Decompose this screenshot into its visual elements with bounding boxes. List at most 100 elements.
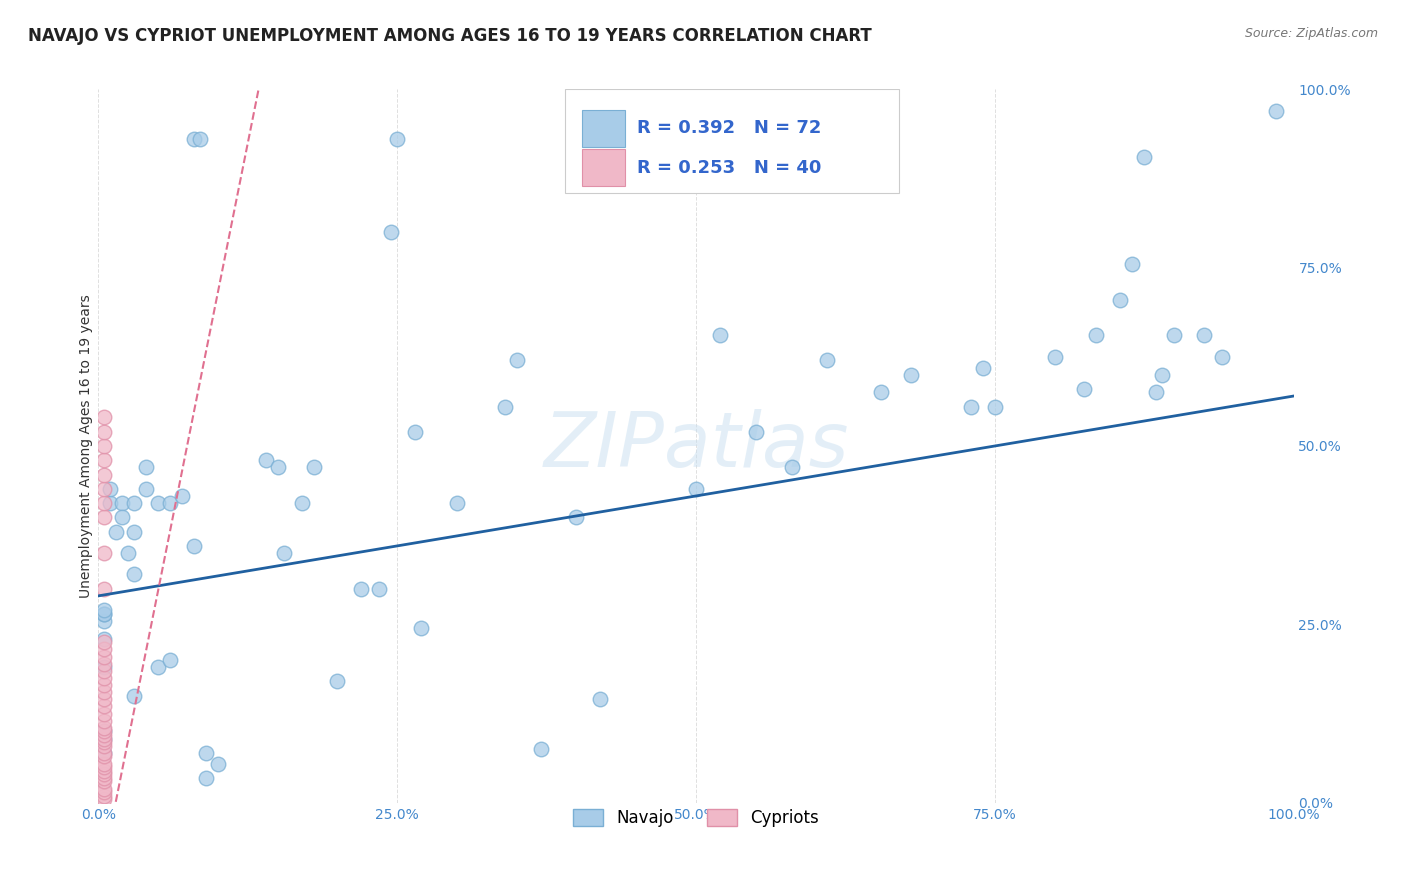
Point (93, 789, 115, 803)
Point (93, 714, 115, 728)
Point (93, 607, 115, 621)
Point (815, 353, 838, 368)
Point (93, 785, 115, 799)
Point (93, 649, 115, 664)
FancyBboxPatch shape (582, 110, 626, 147)
Point (267, 460, 290, 475)
Point (685, 482, 707, 496)
Point (93, 635, 115, 649)
Point (117, 546, 139, 560)
Point (1109, 293, 1132, 307)
Point (93, 771, 115, 785)
Point (93, 724, 115, 739)
Point (1043, 350, 1066, 364)
Point (93, 614, 115, 628)
Point (111, 510, 134, 524)
Point (1144, 385, 1167, 400)
Point (404, 425, 426, 439)
Point (1163, 328, 1185, 343)
Point (385, 132, 409, 146)
Point (93, 582, 115, 596)
Point (98, 482, 122, 496)
Text: ZIPatlas: ZIPatlas (543, 409, 849, 483)
Point (93, 692, 115, 706)
Point (93, 657, 115, 671)
Point (93, 632, 115, 646)
Point (93, 706, 115, 721)
Legend: Navajo, Cypriots: Navajo, Cypriots (567, 802, 825, 834)
Point (291, 496, 314, 510)
Point (368, 582, 391, 596)
Point (1211, 350, 1233, 364)
Point (93, 781, 115, 796)
Point (93, 724, 115, 739)
Text: R = 0.253   N = 40: R = 0.253 N = 40 (637, 159, 821, 177)
Point (93, 425, 115, 439)
Y-axis label: Unemployment Among Ages 16 to 19 years: Unemployment Among Ages 16 to 19 years (79, 294, 93, 598)
Point (745, 425, 768, 439)
Point (93, 678, 115, 692)
Point (254, 453, 277, 467)
Point (1152, 368, 1174, 382)
Point (93, 410, 115, 425)
Point (195, 771, 218, 785)
Point (93, 642, 115, 657)
Point (93, 731, 115, 746)
Point (111, 496, 134, 510)
Point (1192, 328, 1215, 343)
Point (93, 510, 115, 524)
Point (494, 400, 516, 414)
Point (148, 496, 170, 510)
Point (93, 439, 115, 453)
Point (1264, 103, 1286, 118)
Point (1085, 328, 1108, 343)
Point (124, 496, 146, 510)
Point (93, 482, 115, 496)
Point (589, 692, 612, 706)
Point (93, 453, 115, 467)
Point (93, 735, 115, 749)
Point (900, 368, 922, 382)
Point (93, 749, 115, 764)
Point (183, 539, 205, 553)
Point (135, 482, 157, 496)
Point (124, 524, 146, 539)
Point (93, 792, 115, 806)
Point (780, 460, 803, 475)
Point (183, 132, 205, 146)
Point (446, 496, 468, 510)
Point (411, 621, 433, 635)
FancyBboxPatch shape (565, 89, 900, 193)
Point (124, 689, 146, 703)
Point (380, 225, 402, 239)
Point (302, 460, 325, 475)
Point (93, 739, 115, 753)
Point (93, 699, 115, 714)
Point (273, 546, 295, 560)
Point (207, 756, 229, 771)
Point (709, 328, 731, 343)
Point (1133, 150, 1156, 164)
Point (93, 721, 115, 735)
Text: NAVAJO VS CYPRIOT UNEMPLOYMENT AMONG AGES 16 TO 19 YEARS CORRELATION CHART: NAVAJO VS CYPRIOT UNEMPLOYMENT AMONG AGE… (28, 27, 872, 45)
Point (159, 653, 181, 667)
Point (93, 746, 115, 760)
Point (98, 496, 122, 510)
Point (188, 132, 211, 146)
Point (1121, 257, 1143, 271)
Point (530, 742, 553, 756)
Point (93, 746, 115, 760)
Point (93, 546, 115, 560)
Point (93, 728, 115, 742)
Point (93, 685, 115, 699)
Point (148, 660, 170, 674)
Point (1073, 382, 1095, 396)
Point (93, 467, 115, 482)
Point (93, 603, 115, 617)
Point (124, 567, 146, 582)
Text: R = 0.392   N = 72: R = 0.392 N = 72 (637, 120, 821, 137)
Point (105, 524, 128, 539)
Point (565, 510, 588, 524)
Point (326, 674, 349, 689)
Point (984, 400, 1007, 414)
